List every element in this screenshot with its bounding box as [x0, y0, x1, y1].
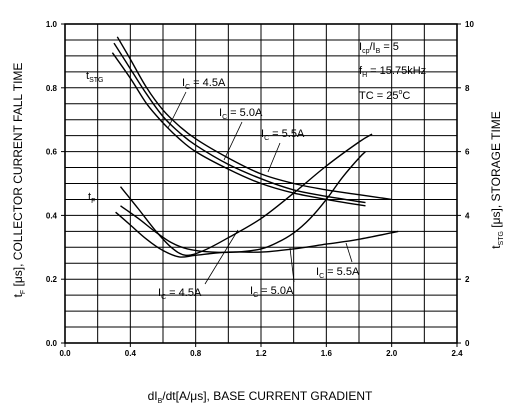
- x-axis-title: dIB/dt[A/μs], BASE CURRENT GRADIENT: [148, 389, 373, 405]
- tick-layer: 0.0 0.4 0.8 1.2 1.6 2.0 2.4 0.0 0.2 0.4 0.6 0.8 1.0 0…: [46, 20, 475, 358]
- series-label-tf-4.5A: IC = 4.5A: [158, 287, 202, 301]
- y-right-tick-label: 10: [465, 20, 474, 29]
- series-line-tstg-1: [113, 42, 366, 204]
- y-axis-title-right: tSTG [μs], STORAGE TIME: [489, 111, 505, 249]
- series-label-tstg-4.5A: IC = 4.5A: [182, 77, 226, 91]
- leader-tf-5.0A: [289, 247, 295, 283]
- y-right-tick-label: 2: [465, 275, 470, 284]
- series-line-tf-5: [115, 211, 399, 258]
- series-line-tstg-2: [111, 52, 366, 207]
- y-right-tick-label: 8: [465, 84, 470, 93]
- y-axis-title-left: tF [μs], COLLECTOR CURRENT FALL TIME: [11, 63, 27, 298]
- x-tick-label: 2.4: [451, 349, 463, 358]
- series-label-tf-5.0A: IC = 5.0A: [250, 285, 294, 299]
- x-tick-label: 0.4: [125, 349, 137, 358]
- y-left-tick-label: 1.0: [46, 20, 58, 29]
- curve-layer: [111, 36, 399, 258]
- group-label-tstg: tSTG: [86, 70, 103, 84]
- series-line-tstg-0: [116, 36, 392, 201]
- group-label-tf: tF: [88, 191, 95, 205]
- leader-tf-4.5A: [204, 229, 239, 285]
- leader-tstg-4.5A: [167, 91, 187, 129]
- series-label-tf-5.5A: IC = 5.5A: [316, 266, 360, 280]
- y-left-tick-label: 0.8: [46, 84, 58, 93]
- condition-frequency: fH = 15.75kHz: [359, 65, 426, 79]
- x-tick-label: 2.0: [386, 349, 398, 358]
- y-left-tick-label: 0.4: [46, 211, 58, 220]
- x-tick-label: 0.0: [59, 349, 71, 358]
- leader-tf-5.5A: [345, 242, 353, 263]
- condition-ratio: Icp/IB = 5: [359, 41, 399, 55]
- y-right-tick-label: 0: [465, 339, 470, 348]
- x-tick-label: 1.2: [255, 349, 267, 358]
- series-label-tstg-5.0A: IC = 5.0A: [219, 107, 263, 121]
- x-tick-label: 0.8: [190, 349, 202, 358]
- leader-tstg-5.0A: [223, 121, 243, 161]
- y-right-tick-label: 6: [465, 148, 470, 157]
- y-left-tick-label: 0.0: [46, 339, 58, 348]
- y-left-tick-label: 0.2: [46, 275, 58, 284]
- series-label-tstg-5.5A: IC = 5.5A: [261, 128, 305, 142]
- series-line-tf-4: [120, 151, 366, 254]
- x-tick-label: 1.6: [321, 349, 333, 358]
- grid-layer: [64, 23, 458, 344]
- y-left-tick-label: 0.6: [46, 148, 58, 157]
- series-line-tf-3: [119, 133, 373, 257]
- leader-tstg-5.5A: [267, 142, 281, 173]
- y-right-tick-label: 4: [465, 211, 470, 220]
- condition-temperature: TC = 25oC: [359, 89, 410, 102]
